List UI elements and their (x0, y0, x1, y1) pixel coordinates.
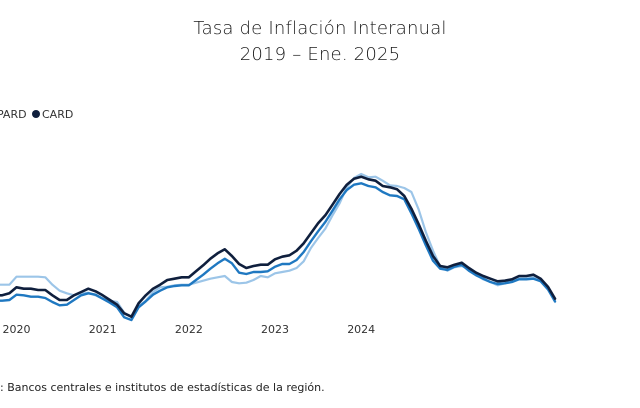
x-tick-label: 2023 (261, 323, 289, 336)
series-line-card (0, 175, 557, 319)
x-tick-label: 2024 (347, 323, 375, 336)
legend-label-pard: PARD (0, 108, 27, 121)
chart-title: Tasa de Inflación Interanual (193, 18, 447, 39)
legend: PARD CARD (0, 108, 73, 121)
x-axis-ticks: 2020 2021 2022 2023 2024 (3, 323, 376, 336)
x-tick-label: 2021 (89, 323, 117, 336)
series-lines (0, 172, 557, 322)
chart-subtitle: 2019 – Ene. 2025 (239, 44, 401, 65)
x-tick-label: 2022 (175, 323, 203, 336)
legend-marker-card (32, 110, 40, 118)
series-line-series-1 (0, 182, 557, 322)
source-note: : Bancos centrales e institutos de estad… (0, 381, 325, 394)
legend-label-card: CARD (42, 108, 73, 121)
x-tick-label: 2020 (3, 323, 31, 336)
